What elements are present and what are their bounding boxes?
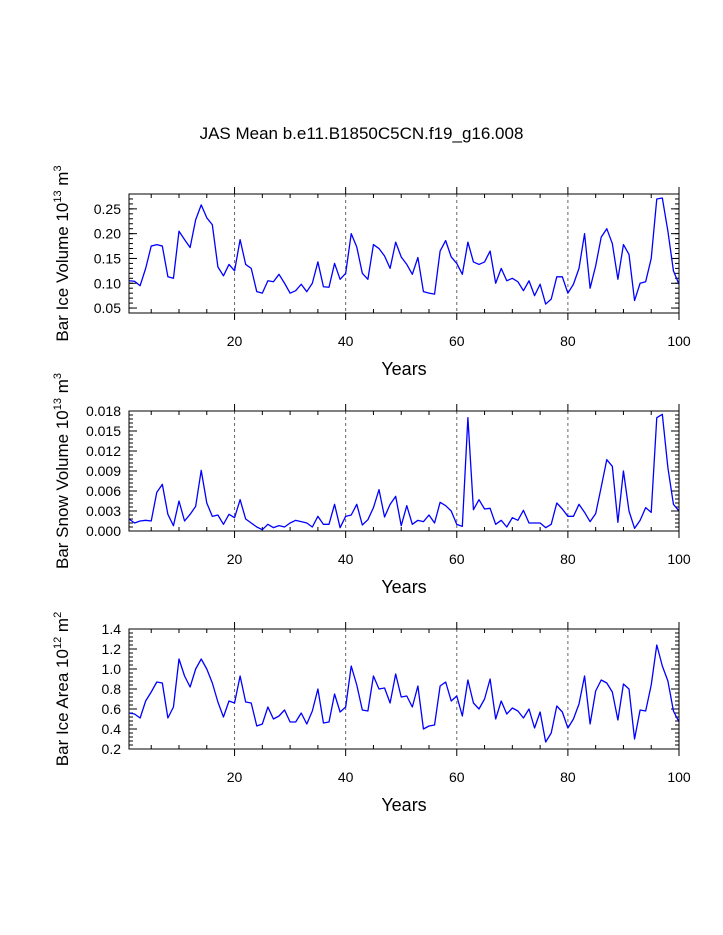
panel-3: 20 40 60 80 100 0.2 0.4 0.6 0.8 1.0 1.2 1.4 Years Bar… — [52, 612, 691, 815]
plot-frame — [128, 193, 680, 314]
y-tick-label: 1.4 — [102, 621, 122, 637]
y-tick-label: 0.2 — [102, 741, 122, 757]
plot-frame — [128, 628, 680, 750]
y-axis-label-unit: m — [53, 618, 72, 637]
y-axis-label-text: Bar Ice Area 10 — [53, 649, 72, 766]
plot-frame — [128, 410, 680, 532]
data-series-line — [128, 413, 680, 531]
y-axis-label-text: Bar Snow Volume 10 — [53, 410, 72, 569]
y-axis-label-unit: m — [53, 379, 72, 398]
x-tick-label: 80 — [560, 769, 576, 785]
y-tick-label: 0.8 — [102, 681, 122, 697]
y-axis-label-exponent: 13 — [52, 398, 64, 410]
data-series-line — [128, 644, 680, 743]
x-tick-label: 100 — [667, 769, 691, 785]
y-axis-label: Bar Ice Area 1012 m2 — [52, 612, 72, 766]
y-tick-label: 0.10 — [94, 275, 121, 291]
y-tick-label: 0.4 — [102, 721, 122, 737]
x-axis-label: Years — [381, 577, 426, 597]
x-tick-label: 100 — [667, 333, 691, 349]
y-axis-label-unit: m — [53, 172, 72, 191]
y-tick-label: 0.20 — [94, 226, 121, 242]
x-tick-label: 100 — [667, 551, 691, 567]
x-tick-label: 20 — [227, 333, 243, 349]
y-tick-label: 0.000 — [86, 523, 121, 539]
y-axis-label: Bar Snow Volume 1013 m3 — [52, 373, 72, 569]
y-tick-label: 0.018 — [86, 403, 121, 419]
y-tick-label: 0.015 — [86, 423, 121, 439]
x-tick-label: 40 — [338, 551, 354, 567]
x-tick-label: 40 — [338, 333, 354, 349]
y-axis-label: Bar Ice Volume 1013 m3 — [52, 165, 72, 341]
x-tick-label: 80 — [560, 551, 576, 567]
x-tick-label: 60 — [449, 551, 465, 567]
panel-2: 20 40 60 80 100 0.000 0.003 0.006 0.009 0.012 0.01… — [52, 373, 691, 597]
x-tick-label: 20 — [227, 551, 243, 567]
x-tick-label: 20 — [227, 769, 243, 785]
y-tick-label: 0.25 — [94, 201, 121, 217]
y-axis-label-unit-exponent: 3 — [52, 373, 64, 379]
x-tick-label: 60 — [449, 333, 465, 349]
y-axis-label-text: Bar Ice Volume 10 — [53, 203, 72, 342]
x-tick-label: 40 — [338, 769, 354, 785]
y-tick-label: 1.0 — [102, 661, 122, 677]
x-tick-label: 60 — [449, 769, 465, 785]
y-tick-label: 0.003 — [86, 503, 121, 519]
y-axis-label-unit-exponent: 2 — [52, 612, 64, 618]
x-axis-label: Years — [381, 359, 426, 379]
x-tick-label: 80 — [560, 333, 576, 349]
data-series-line — [128, 197, 680, 305]
y-axis-label-exponent: 13 — [52, 190, 64, 202]
y-tick-label: 0.05 — [94, 300, 121, 316]
y-axis-label-unit-exponent: 3 — [52, 165, 64, 171]
y-tick-label: 0.009 — [86, 463, 121, 479]
y-tick-label: 1.2 — [102, 641, 122, 657]
y-tick-label: 0.15 — [94, 250, 121, 266]
y-tick-label: 0.012 — [86, 443, 121, 459]
panel-1: 20 40 60 80 100 0.05 0.10 0.15 0.20 0.25 Years Bar … — [52, 165, 691, 379]
y-tick-label: 0.6 — [102, 701, 122, 717]
chart-title: JAS Mean b.e11.B1850C5CN.f19_g16.008 — [199, 124, 524, 143]
y-axis-label-exponent: 12 — [52, 637, 64, 649]
x-axis-label: Years — [381, 795, 426, 815]
y-tick-label: 0.006 — [86, 483, 121, 499]
